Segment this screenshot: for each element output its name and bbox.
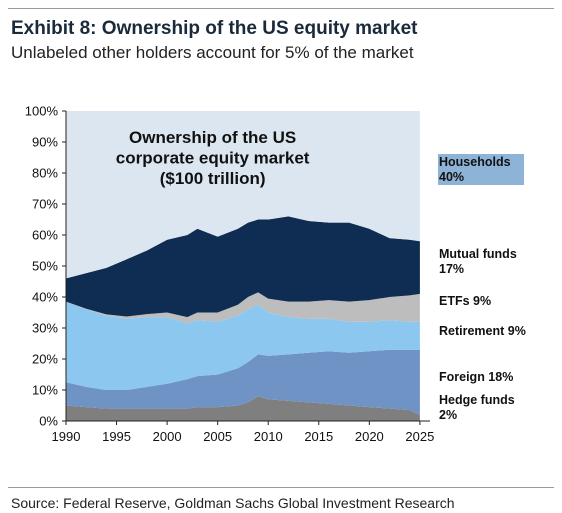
x-tick-label-7: 2025 [405,429,434,444]
y-tick-label-1: 10% [32,383,58,398]
area-series-3 [66,292,420,324]
series-label-4-0: Foreign 18% [439,370,513,384]
y-tick-label-2: 20% [32,352,58,367]
x-tick-label-3: 2005 [203,429,232,444]
y-tick-label-10: 100% [25,104,59,119]
x-tick-label-2: 2000 [153,429,182,444]
y-tick-label-5: 50% [32,259,58,274]
series-label-0-1: 40% [439,170,464,184]
y-tick-label-0: 0% [39,414,58,429]
source-note: Source: Federal Reserve, Goldman Sachs G… [11,495,455,511]
y-tick-label-3: 30% [32,321,58,336]
series-label-3-0: Retirement 9% [439,324,526,338]
area-series-1 [66,349,420,415]
chart-title-line-2: ($100 trillion) [160,169,266,188]
series-label-highlight-0 [438,154,524,185]
series-label-0-0: Households [439,155,511,169]
series-label-5-1: 2% [439,408,457,422]
series-label-5-0: Hedge funds [439,393,515,407]
series-label-1-0: Mutual funds [439,247,517,261]
y-tick-label-8: 80% [32,166,58,181]
y-tick-label-6: 60% [32,228,58,243]
chart-title-line-1: corporate equity market [116,149,310,168]
y-tick-label-4: 40% [32,290,58,305]
area-series-0 [66,396,420,421]
bottom-rule [8,487,554,488]
x-tick-label-5: 2015 [304,429,333,444]
area-series-5 [66,111,420,279]
exhibit-title: Exhibit 8: Ownership of the US equity ma… [11,18,418,39]
series-label-2-0: ETFs 9% [439,294,491,308]
area-series-4 [66,216,420,318]
x-tick-label-6: 2020 [355,429,384,444]
x-tick-label-1: 1995 [102,429,131,444]
exhibit-subtitle: Unlabeled other holders account for 5% o… [11,43,414,62]
chart-title-line-0: Ownership of the US [129,128,296,147]
series-label-1-1: 17% [439,262,464,276]
top-rule [8,8,554,9]
x-tick-label-4: 2010 [254,429,283,444]
area-series-2 [66,301,420,390]
y-tick-label-7: 70% [32,197,58,212]
x-tick-label-0: 1990 [52,429,81,444]
y-tick-label-9: 90% [32,135,58,150]
